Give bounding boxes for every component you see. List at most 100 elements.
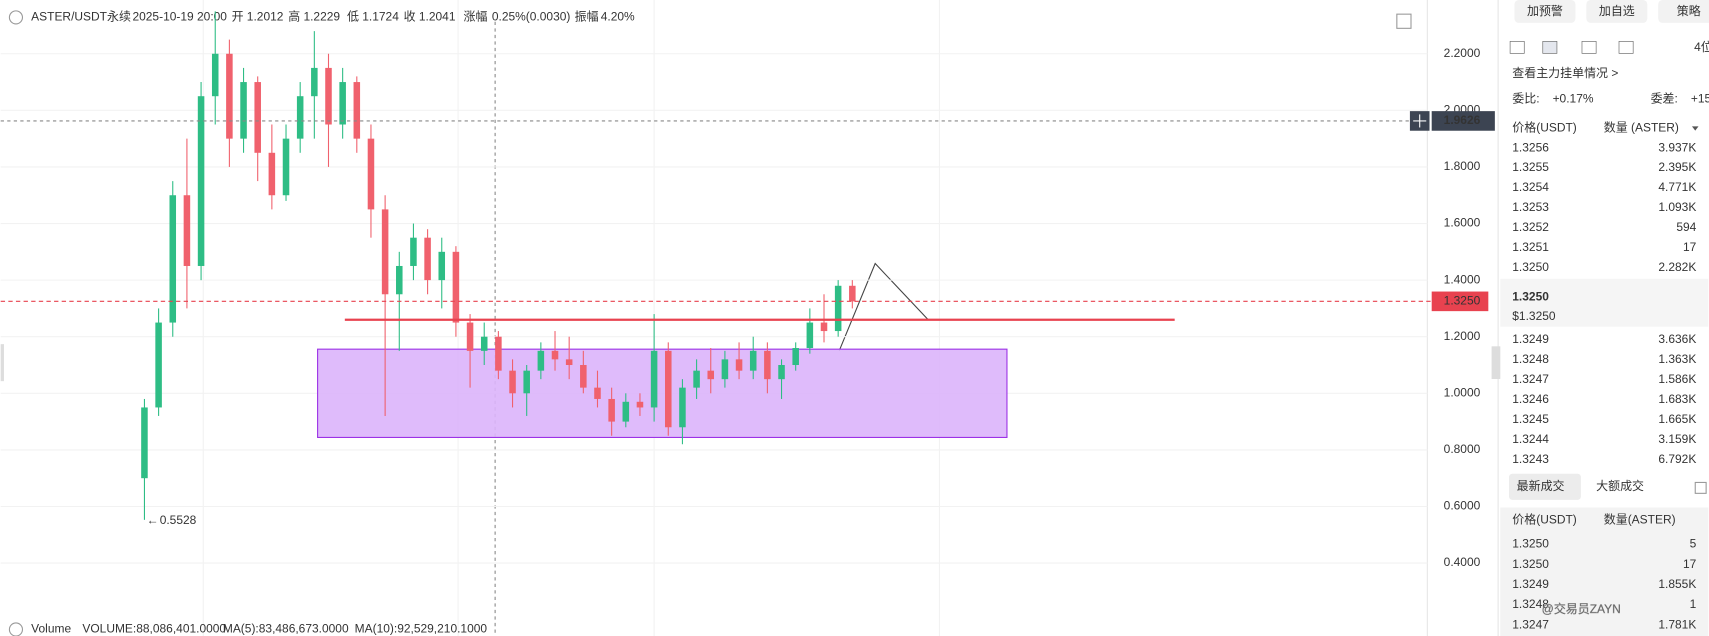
candle-body	[311, 67, 318, 97]
ask-qty: 2.395K	[1658, 160, 1696, 174]
ask-price: 1.3252	[1512, 220, 1549, 234]
candle-body	[480, 336, 488, 351]
y-tick-label: 0.8000	[1444, 442, 1481, 456]
left-handle[interactable]	[0, 344, 4, 382]
precision[interactable]: 4位	[1694, 39, 1709, 54]
diff-label: 委差:	[1651, 91, 1678, 105]
tab[interactable]: 最新成交	[1517, 478, 1565, 493]
candle-body	[537, 350, 545, 371]
candle-body	[226, 53, 233, 139]
ask-price: 1.3253	[1512, 200, 1549, 214]
diff: +15	[1691, 91, 1709, 105]
depth-link[interactable]: 查看主力挂单情况 >	[1512, 66, 1618, 80]
candle-body	[211, 53, 219, 97]
y-tick-label: 0.6000	[1444, 499, 1481, 513]
tab[interactable]: 大额成交	[1596, 478, 1644, 493]
candle-body	[141, 407, 148, 479]
candle-body	[197, 96, 205, 266]
candle-body	[565, 359, 573, 366]
field-label: 低	[347, 10, 359, 24]
checkbox[interactable]	[1694, 481, 1707, 494]
last-price-label: 1.3250	[1444, 293, 1481, 307]
candle-body	[721, 359, 729, 380]
bid-price: 1.3244	[1512, 432, 1549, 446]
button[interactable]	[1658, 0, 1709, 23]
collapse-handle[interactable]	[1491, 346, 1501, 379]
ratio-label: 委比:	[1512, 91, 1539, 105]
datetime: 2025-10-19 20:00	[132, 10, 227, 24]
ask-qty: 17	[1683, 240, 1697, 254]
tab-active[interactable]	[1509, 473, 1581, 500]
field-label: 收	[404, 10, 416, 24]
crosshair-label: 1.9626	[1444, 113, 1481, 127]
candle-body	[806, 322, 814, 349]
trade-qty: 1.855K	[1658, 577, 1696, 591]
candle-body	[169, 195, 177, 323]
y-tick-label: 1.2000	[1444, 329, 1481, 343]
candle-body	[367, 138, 375, 210]
candle-body	[240, 82, 247, 139]
ask-price: 1.3254	[1512, 180, 1549, 194]
trade-qty: 17	[1683, 557, 1697, 571]
candle-body	[495, 336, 502, 371]
field-value: 4.20%	[601, 10, 635, 24]
candle-body	[183, 195, 191, 266]
trade-price: 1.3248	[1512, 597, 1549, 611]
button[interactable]	[1586, 0, 1648, 23]
candle-body	[792, 348, 799, 366]
bid-price: 1.3243	[1512, 452, 1549, 466]
candle-body	[749, 350, 757, 371]
sort-arrow[interactable]	[1691, 126, 1699, 131]
trade-price: 1.3250	[1512, 557, 1549, 571]
ask-qty: 3.937K	[1658, 140, 1696, 154]
book-mode-icon[interactable]	[1618, 41, 1634, 54]
ask-price: 1.3251	[1512, 240, 1549, 254]
candle-body	[735, 359, 743, 371]
button[interactable]	[1514, 0, 1576, 23]
book-mode-icon[interactable]	[1542, 41, 1558, 54]
trade-header: 价格(USDT)	[1512, 512, 1577, 527]
price-tag	[1431, 111, 1495, 131]
candle-body	[707, 370, 715, 380]
button-label[interactable]: 加预警	[1527, 3, 1563, 18]
bid-qty: 1.683K	[1658, 392, 1696, 406]
book-mode-icon[interactable]	[1581, 41, 1597, 54]
ask-qty: 1.093K	[1658, 200, 1696, 214]
ask-qty: 4.771K	[1658, 180, 1696, 194]
button-label[interactable]: 加自选	[1599, 4, 1635, 18]
candle-body	[679, 387, 686, 428]
candle-body	[608, 398, 615, 422]
book-header: 价格(USDT)	[1512, 120, 1577, 135]
collapse-icon[interactable]	[8, 10, 24, 25]
trade-price: 1.3250	[1512, 537, 1549, 551]
y-tick-label: 2.2000	[1444, 46, 1481, 60]
low-arrow: ←	[147, 513, 159, 527]
book-header: 数量 (ASTER)	[1604, 120, 1679, 135]
trade-qty: 5	[1690, 537, 1697, 551]
watermark: @交易员ZAYN	[1542, 601, 1621, 616]
candle-body	[650, 350, 658, 408]
candle-body	[551, 350, 559, 360]
trades-bg	[1500, 507, 1709, 636]
mid-price: 1.3250	[1512, 289, 1549, 303]
bid-price: 1.3246	[1512, 392, 1549, 406]
y-tick-label: 0.4000	[1444, 555, 1481, 569]
field-label: 振幅	[575, 9, 599, 24]
candle-body	[834, 285, 842, 332]
bid-price: 1.3248	[1512, 352, 1549, 366]
collapse-icon[interactable]	[8, 622, 24, 636]
trade-header: 数量(ASTER)	[1604, 512, 1676, 527]
candle-body	[764, 350, 771, 380]
candle-body	[509, 370, 516, 394]
y-tick-label: 1.4000	[1444, 272, 1481, 286]
bid-qty: 3.636K	[1658, 332, 1696, 346]
field-label: 高	[288, 9, 300, 24]
book-mode-icon[interactable]	[1509, 41, 1525, 54]
button-label[interactable]: 策略	[1677, 3, 1701, 18]
fullscreen-icon[interactable]	[1396, 13, 1412, 29]
bid-price: 1.3247	[1512, 372, 1549, 386]
candle-body	[438, 251, 446, 281]
low-label: 0.5528	[160, 513, 197, 527]
